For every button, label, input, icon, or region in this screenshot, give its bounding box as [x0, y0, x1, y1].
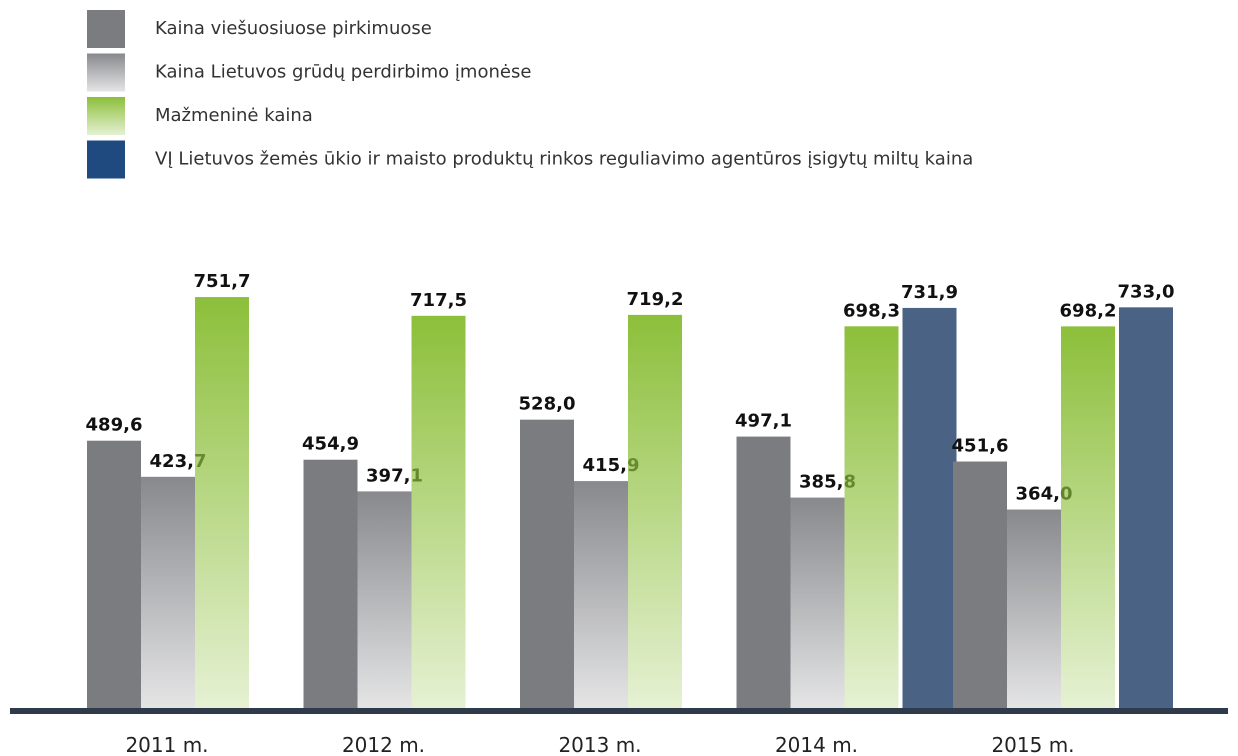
- bar: [141, 476, 195, 709]
- data-label: 423,7: [150, 451, 207, 472]
- data-label: 733,0: [1118, 281, 1175, 302]
- bar: [1061, 326, 1115, 709]
- bar: [195, 297, 249, 709]
- legend-swatch: [87, 10, 125, 48]
- x-tick-label: 2012 m.: [342, 733, 425, 756]
- legend-label: VĮ Lietuvos žemės ūkio ir maisto produkt…: [155, 149, 973, 170]
- data-label: 364,0: [1016, 484, 1073, 505]
- data-label: 731,9: [901, 282, 958, 303]
- x-tick-label: 2015 m.: [991, 733, 1074, 756]
- bar: [1007, 509, 1061, 709]
- bar: [844, 326, 899, 709]
- data-label: 698,2: [1060, 300, 1117, 321]
- legend-swatch: [87, 140, 125, 179]
- bar: [303, 459, 358, 709]
- x-tick-label: 2013 m.: [558, 733, 641, 756]
- x-tick-label: 2014 m.: [775, 733, 858, 756]
- data-label: 751,7: [194, 271, 251, 292]
- legend-label: Kaina Lietuvos grūdų perdirbimo įmonėse: [155, 62, 531, 83]
- bar: [357, 491, 412, 709]
- bar: [953, 461, 1007, 709]
- bar: [628, 314, 682, 709]
- bar: [520, 419, 574, 709]
- data-label: 451,6: [952, 436, 1009, 457]
- bar: [1119, 307, 1173, 709]
- data-label: 415,9: [583, 455, 640, 476]
- data-label: 528,0: [519, 394, 576, 415]
- bar: [790, 497, 845, 709]
- bar: [87, 440, 141, 709]
- data-label: 489,6: [86, 415, 143, 436]
- legend-swatch: [87, 97, 125, 135]
- legend-label: Kaina viešuosiuose pirkimuose: [155, 18, 432, 39]
- data-label: 698,3: [843, 300, 900, 321]
- data-label: 385,8: [799, 472, 856, 493]
- bar: [574, 481, 628, 709]
- x-tick-label: 2011 m.: [125, 733, 208, 756]
- data-label: 497,1: [735, 411, 792, 432]
- legend-label: Mažmeninė kaina: [155, 105, 313, 126]
- legend-swatch: [87, 53, 125, 92]
- baseline: [10, 708, 1228, 714]
- bar: [902, 307, 957, 709]
- data-label: 719,2: [627, 289, 684, 310]
- data-label: 454,9: [302, 434, 359, 455]
- data-label: 717,5: [410, 290, 467, 311]
- bar: [736, 436, 791, 709]
- data-label: 397,1: [366, 465, 423, 486]
- bar: [411, 315, 466, 709]
